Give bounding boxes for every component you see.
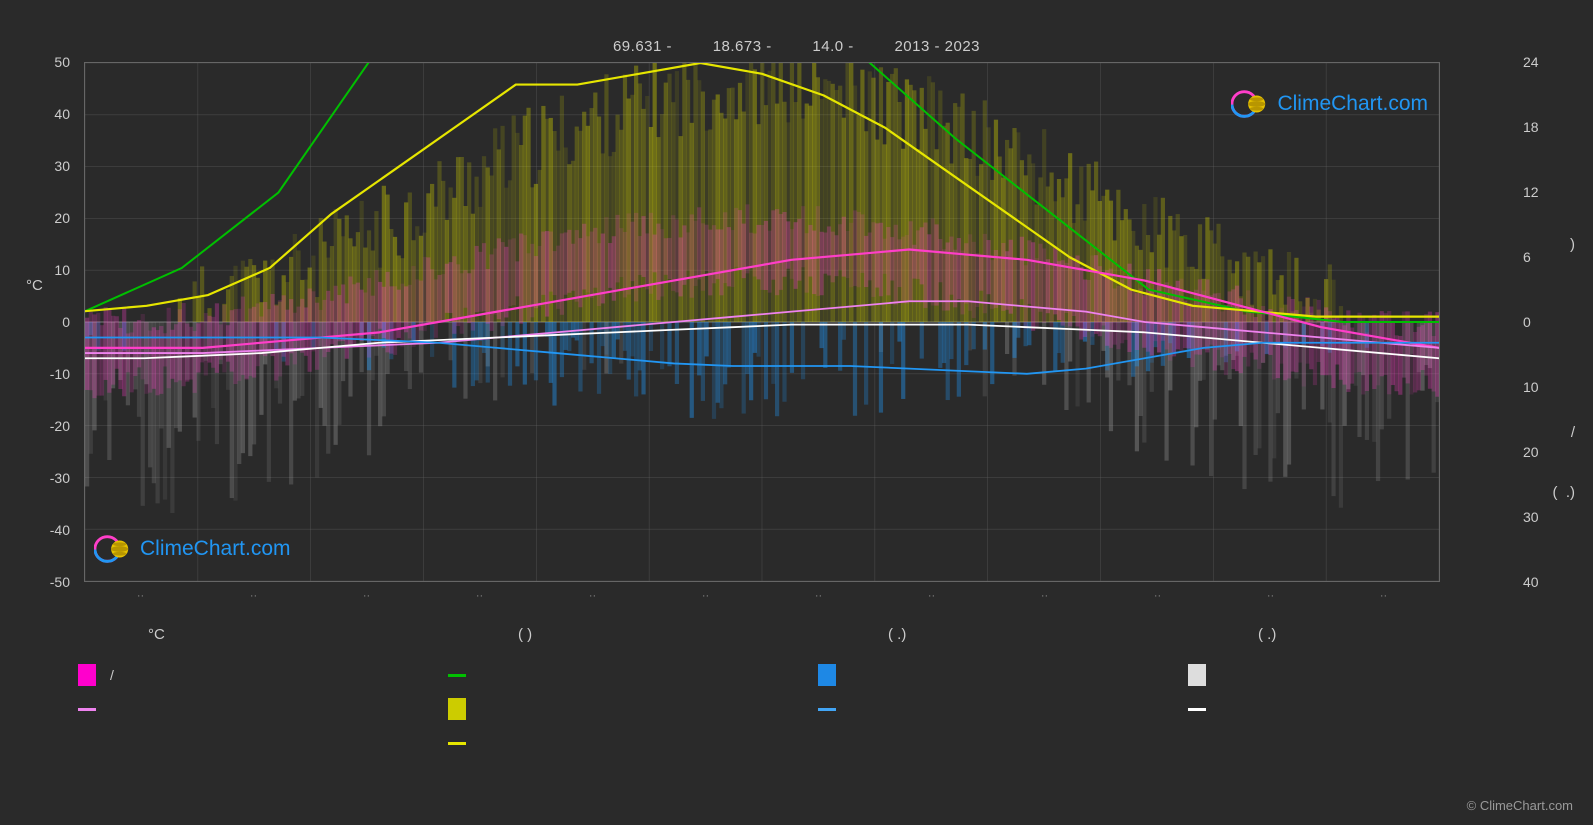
copyright: © ClimeChart.com xyxy=(1467,798,1573,813)
chart-svg xyxy=(85,63,1439,581)
header-lat: 69.631 - xyxy=(613,38,672,55)
climechart-logo-icon xyxy=(1231,85,1269,123)
y-right-paren-dot: ( .) xyxy=(1553,484,1576,501)
chart-header: 69.631 - 18.673 - 14.0 - 2013 - 2023 xyxy=(0,38,1593,55)
y-axis-right: 2418126010203040 xyxy=(1513,62,1593,582)
y-axis-left: -50-40-30-20-1001020304050 xyxy=(0,62,80,582)
x-axis-labels: ························ xyxy=(84,590,1440,614)
brand-logo-top: ClimeChart.com xyxy=(1231,85,1428,123)
chart-area xyxy=(84,62,1440,582)
y-right-paren-top: ) xyxy=(1570,236,1575,253)
header-years: 2013 - 2023 xyxy=(894,38,980,55)
brand-logo-bottom: ClimeChart.com xyxy=(94,530,291,568)
app-root: 69.631 - 18.673 - 14.0 - 2013 - 2023 °C … xyxy=(0,0,1593,825)
brand-text-top: ClimeChart.com xyxy=(1277,92,1428,116)
climechart-logo-icon xyxy=(94,530,132,568)
header-lon: 18.673 - xyxy=(713,38,772,55)
legend: °C/( )( .)( .) xyxy=(70,626,1530,754)
brand-text-bottom: ClimeChart.com xyxy=(140,537,291,561)
header-elev: 14.0 - xyxy=(812,38,853,55)
y-right-slash: / xyxy=(1571,424,1575,441)
